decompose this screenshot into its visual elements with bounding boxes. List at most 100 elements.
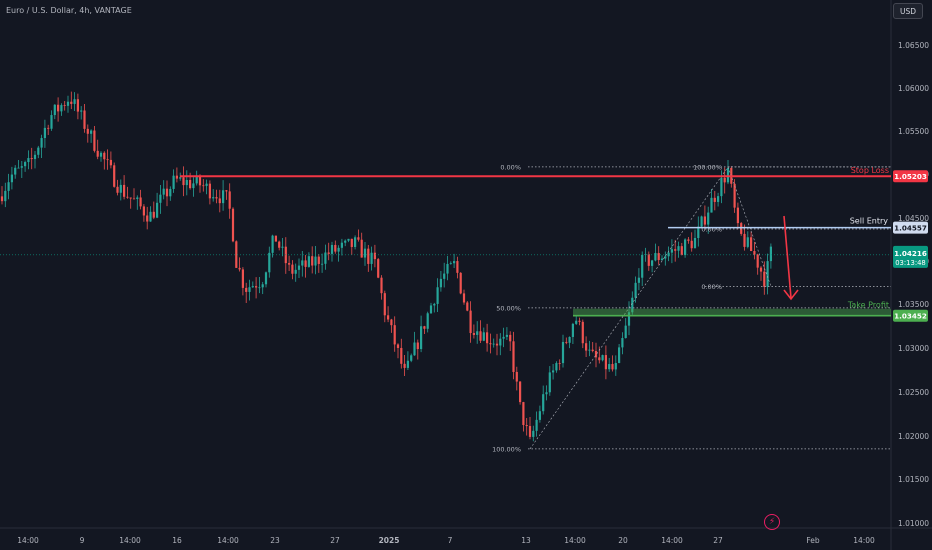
lightning-icon[interactable]: ⚡ xyxy=(764,514,780,530)
candle-body xyxy=(241,269,244,288)
candle-body xyxy=(119,184,122,193)
candle-body xyxy=(618,347,621,363)
candle-body xyxy=(169,188,172,197)
candle-body xyxy=(439,278,442,288)
current-price-tag: 1.04216 xyxy=(894,249,927,258)
candle-body xyxy=(80,110,83,112)
candle-body xyxy=(657,253,660,261)
candle-body xyxy=(255,286,258,288)
candle-body xyxy=(750,237,753,252)
candle-body xyxy=(469,310,472,334)
candle-body xyxy=(680,246,683,256)
candle-body xyxy=(746,237,749,247)
candle-body xyxy=(495,343,499,346)
price-tick-label: 1.01500 xyxy=(898,475,929,484)
candle-body xyxy=(17,167,20,169)
candle-body xyxy=(304,260,307,267)
time-tick-label: Feb xyxy=(806,536,820,545)
candle-body xyxy=(235,241,238,268)
candle-body xyxy=(195,176,198,184)
candle-body xyxy=(37,147,40,155)
candle-body xyxy=(568,336,571,343)
candle-body xyxy=(423,326,426,329)
candle-body xyxy=(482,332,485,341)
candle-body xyxy=(410,355,413,361)
candle-body xyxy=(222,190,225,204)
candle-body xyxy=(182,177,185,186)
candle-body xyxy=(218,198,221,204)
candle-body xyxy=(288,263,291,265)
candle-body xyxy=(769,246,772,262)
candle-body xyxy=(690,240,693,249)
price-tick-label: 1.06000 xyxy=(898,84,929,93)
currency-button[interactable]: USD xyxy=(893,3,923,19)
candle-body xyxy=(383,293,386,316)
candle-body xyxy=(552,370,555,373)
candle-body xyxy=(677,246,680,251)
candle-body xyxy=(436,287,439,304)
candle-body xyxy=(479,331,482,341)
candle-body xyxy=(396,344,400,348)
fib-level-label: 100.00% xyxy=(492,445,521,453)
symbol-title: Euro / U.S. Dollar, 4h, VANTAGE xyxy=(6,6,132,15)
candle-body xyxy=(50,115,53,129)
candle-body xyxy=(93,130,96,151)
candle-body xyxy=(231,208,235,242)
price-tick-label: 1.03000 xyxy=(898,344,929,353)
candle-body xyxy=(238,267,241,270)
price-tick-label: 1.05500 xyxy=(898,127,929,136)
candle-body xyxy=(294,269,297,274)
candle-body xyxy=(736,207,739,224)
candle-body xyxy=(499,338,502,346)
candle-body xyxy=(476,331,479,335)
candle-body xyxy=(205,183,208,186)
candle-body xyxy=(261,284,264,288)
price-tick-label: 1.03500 xyxy=(898,300,929,309)
candle-body xyxy=(763,271,766,287)
take-profit-label: Take Profit xyxy=(847,301,889,310)
fib-level-label: 100.00% xyxy=(693,163,722,171)
candle-body xyxy=(96,150,99,157)
candle-body xyxy=(99,152,103,157)
candle-body xyxy=(743,233,746,247)
candle-body xyxy=(637,277,640,283)
candle-body xyxy=(202,185,205,187)
candle-body xyxy=(20,166,23,168)
stop-loss-price-tag-bg xyxy=(893,170,928,183)
candle-body xyxy=(502,336,505,339)
candle-body xyxy=(33,154,37,160)
candle-body xyxy=(357,237,360,240)
candle-body xyxy=(687,239,690,241)
time-tick-label: 27 xyxy=(713,536,723,545)
candle-body xyxy=(492,343,495,345)
take-profit-price-tag: 1.03452 xyxy=(894,312,927,321)
candle-body xyxy=(512,341,515,372)
candle-body xyxy=(175,175,178,179)
candle-body xyxy=(228,191,231,209)
take-profit-price-tag-bg xyxy=(893,309,928,322)
candle-body xyxy=(545,392,548,395)
candle-body xyxy=(449,263,452,265)
candle-body xyxy=(525,425,528,427)
candle-body xyxy=(717,196,720,202)
candle-body xyxy=(146,215,149,222)
candle-body xyxy=(555,363,558,371)
time-tick-label: 9 xyxy=(80,536,85,545)
candle-body xyxy=(10,174,13,183)
candle-body xyxy=(162,188,165,195)
time-tick-label: 14:00 xyxy=(119,536,141,545)
candle-body xyxy=(710,197,713,213)
candle-body xyxy=(509,334,512,342)
candle-body xyxy=(416,342,419,350)
candle-body xyxy=(165,188,169,197)
candle-body xyxy=(354,237,357,247)
fib-level-label: 0.00% xyxy=(701,226,722,234)
candle-body xyxy=(106,159,109,161)
candle-body xyxy=(90,130,93,134)
candle-body xyxy=(14,167,17,175)
candle-body xyxy=(86,128,89,134)
candle-body xyxy=(27,158,30,163)
time-tick-label: 14:00 xyxy=(564,536,586,545)
